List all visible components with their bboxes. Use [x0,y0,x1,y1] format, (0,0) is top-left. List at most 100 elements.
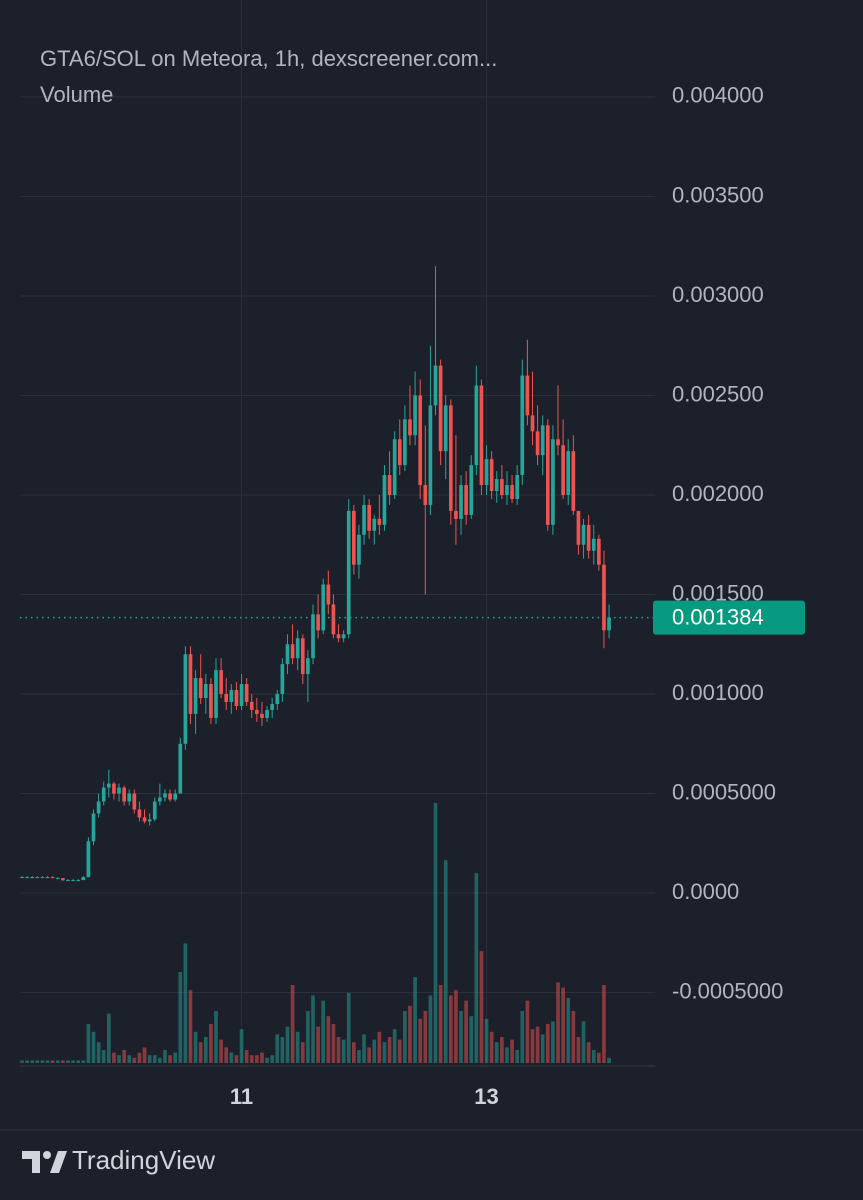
volume-bar [270,1055,274,1063]
candle-body [586,524,591,551]
volume-bar [260,1052,264,1063]
volume-bar [428,995,433,1063]
candle-body [198,678,203,698]
candle-body [173,793,178,800]
candle-body [117,787,121,794]
volume-bar [459,1011,463,1063]
volume-bar [397,1039,402,1063]
candle-body [260,713,264,718]
candle-body [163,793,167,798]
last-price-label: 0.001384 [672,604,764,629]
volume-bar [173,1052,178,1063]
candle-body [494,479,499,492]
candle-body [489,459,494,492]
logo-mark [22,1151,40,1173]
candle-body [540,425,545,456]
volume-bar [132,1057,137,1063]
volume-bar [377,1031,382,1063]
volume-bar [515,1050,520,1063]
volume-bar [336,1037,341,1063]
candle-body [372,518,377,531]
candle-body [484,459,489,486]
volume-bar [346,992,351,1063]
candle-body [239,684,244,706]
candle-body [566,451,571,495]
chart-subtitle: Volume [40,82,113,107]
candle-body [219,670,223,695]
candle-body [76,880,81,882]
volume-bar [326,1016,331,1063]
volume-bar [540,1034,545,1063]
volume-bar [66,1060,70,1063]
candle-body [520,375,525,476]
volume-bar [96,1042,101,1063]
volume-bar [35,1060,40,1063]
volume-bar [224,1047,229,1063]
candle-body [20,877,24,879]
candle-body [469,465,474,515]
candle-body [209,684,213,718]
candle-body [556,439,560,446]
candle-body [331,604,336,635]
candle-body [403,419,407,466]
brand: TradingView [72,1145,215,1175]
volume-bar [275,1034,280,1063]
volume-bar [193,1031,198,1063]
volume-bar [25,1060,29,1063]
candle-body [183,654,188,744]
volume-bar [510,1039,514,1063]
volume-bar [137,1052,142,1063]
last-price-badge [653,600,805,635]
candle-body [418,395,423,486]
candle-body [530,415,535,432]
candle-body [101,787,106,802]
y-tick-label: -0.0005000 [672,978,783,1003]
volume-bar [581,1021,586,1063]
candle-body [275,694,280,704]
volume-bar [229,1052,234,1063]
volume-bar [448,995,453,1063]
volume-bar [45,1060,50,1063]
candle-body [96,801,101,814]
candle-body [311,614,315,659]
candle-body [158,797,162,802]
tradingview-logo: TradingView [22,1145,215,1175]
volume-bar [30,1060,35,1063]
volume-bar [382,1042,387,1063]
volume-bar [423,1011,428,1063]
volume-bar [556,982,560,1063]
candle-body [106,783,111,788]
volume-bar [387,1037,392,1063]
candle-body [387,475,392,495]
volume-bar [474,873,479,1063]
candle-body [244,684,249,702]
volume-bar [285,1026,290,1063]
candle-body [178,743,183,794]
volume-bar [168,1055,172,1063]
volume-bar [525,1000,530,1063]
volume-bar [586,1042,591,1063]
volume-bar [489,1031,494,1063]
volume-bar [239,1029,244,1063]
candle-body [81,877,86,881]
candle-body [40,877,45,879]
candle-body [255,709,259,714]
candle-body [142,817,147,822]
volume-bar [50,1060,55,1063]
volume-bar [551,1021,555,1063]
volume-bar [418,1018,423,1063]
volume-bar [408,1005,412,1063]
candle-body [132,793,137,810]
volume-bar [530,1029,535,1063]
candle-body [300,638,305,675]
volume-bar [464,1000,468,1063]
candle-body [459,485,463,519]
candles [20,266,611,882]
candle-body [545,425,550,525]
candle-body [91,813,96,842]
candle-body [112,783,116,794]
volume-bar [198,1042,203,1063]
candle-body [392,439,397,495]
candle-body [367,504,371,531]
candle-body [510,485,514,499]
